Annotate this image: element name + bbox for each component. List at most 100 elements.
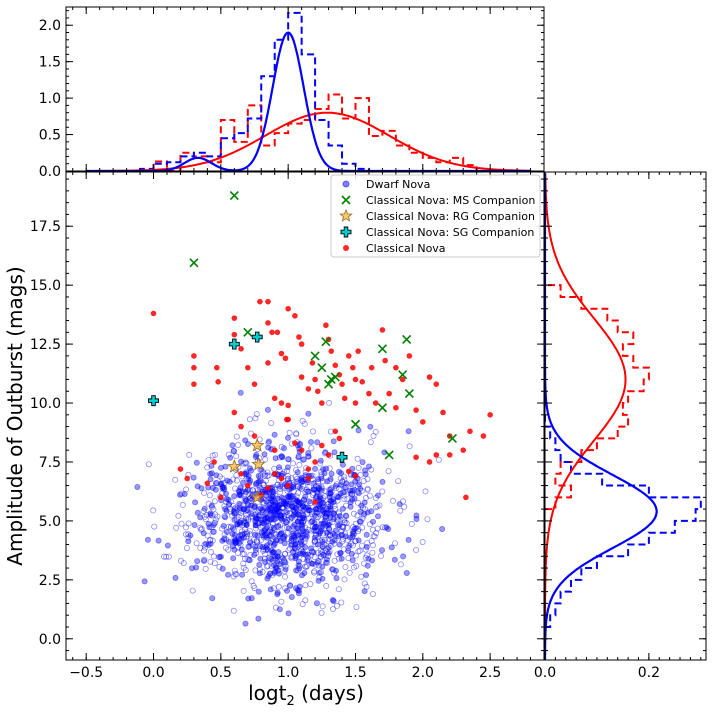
dwarf-nova-point — [312, 532, 319, 539]
dwarf-nova-point — [328, 500, 335, 507]
dwarf-nova-point — [225, 546, 232, 553]
dwarf-nova-point — [366, 492, 373, 499]
dwarf-nova-point — [261, 472, 268, 479]
dwarf-nova-point — [343, 480, 350, 487]
legend-marker-ms-companion — [341, 195, 351, 205]
dwarf-nova-point — [248, 467, 255, 474]
dwarf-nova-point — [237, 458, 244, 465]
classical-nova-point — [231, 315, 238, 321]
dwarf-nova-point — [252, 567, 259, 574]
dwarf-nova-point — [400, 553, 407, 560]
dwarf-nova-point — [240, 460, 247, 467]
dwarf-nova-point — [185, 538, 192, 545]
dwarf-nova-point — [355, 499, 362, 506]
dwarf-nova-point — [265, 518, 272, 525]
dwarf-nova-point — [413, 516, 420, 523]
dwarf-nova-point — [270, 489, 277, 496]
dwarf-nova-point — [262, 533, 269, 540]
dwarf-nova-point — [330, 498, 337, 505]
classical-nova-point — [460, 447, 467, 453]
dwarf-nova-point — [329, 597, 336, 604]
dwarf-nova-point — [360, 560, 367, 567]
dwarf-nova-point — [232, 570, 239, 577]
dwarf-nova-point — [311, 554, 318, 561]
dwarf-nova-point — [186, 451, 193, 458]
dwarf-nova-point — [239, 522, 246, 529]
dwarf-nova-point — [399, 498, 406, 505]
dwarf-nova-point — [370, 432, 377, 439]
dwarf-nova-point — [327, 486, 334, 493]
classical-nova-point — [285, 416, 291, 423]
classical-nova-point — [215, 379, 221, 385]
dwarf-nova-point — [290, 483, 297, 490]
y-tick-label: 10.0 — [30, 396, 61, 412]
dwarf-nova-point — [318, 610, 325, 617]
dwarf-nova-point — [241, 530, 248, 537]
dwarf-nova-point — [295, 502, 302, 509]
legend-label-classical-nova: Classical Nova — [366, 242, 446, 255]
dwarf-nova-point — [279, 504, 286, 511]
dwarf-nova-point — [234, 441, 241, 448]
dwarf-nova-point — [277, 485, 284, 492]
dwarf-nova-point — [274, 591, 281, 598]
rg-companion-point — [249, 437, 265, 452]
dwarf-nova-point — [311, 512, 318, 519]
dwarf-nova-point — [260, 534, 267, 541]
dwarf-nova-point — [350, 531, 357, 538]
dwarf-nova-point — [267, 524, 274, 531]
dwarf-nova-point — [308, 445, 315, 452]
dwarf-nova-point — [351, 486, 358, 493]
dwarf-nova-point — [311, 486, 318, 493]
dwarf-nova-point — [237, 484, 244, 491]
dwarf-nova-point — [338, 532, 345, 539]
dwarf-nova-point — [349, 487, 356, 494]
dwarf-nova-point — [315, 534, 322, 541]
dwarf-nova-point — [257, 543, 264, 550]
dwarf-nova-point — [330, 598, 337, 605]
dwarf-nova-point — [337, 550, 344, 557]
dwarf-nova-point — [248, 595, 255, 602]
dwarf-nova-point — [337, 475, 344, 482]
dwarf-nova-point — [261, 532, 268, 539]
dwarf-nova-point — [305, 557, 312, 564]
dwarf-nova-point — [339, 461, 346, 468]
dwarf-nova-point — [281, 573, 288, 580]
dwarf-nova-point — [340, 546, 347, 553]
dwarf-nova-point — [248, 502, 255, 509]
dwarf-nova-point — [269, 491, 276, 498]
dwarf-nova-point — [262, 525, 269, 532]
dwarf-nova-point — [227, 524, 234, 531]
dwarf-nova-point — [396, 500, 403, 507]
dwarf-nova-point — [246, 465, 253, 472]
dwarf-nova-point — [185, 534, 192, 541]
ms-companion-point — [377, 403, 387, 413]
legend-marker-rg-companion — [339, 208, 353, 222]
dwarf-nova-point — [247, 491, 254, 498]
dwarf-nova-point — [203, 511, 210, 518]
dwarf-nova-point — [271, 499, 278, 506]
dwarf-nova-point — [308, 509, 315, 516]
dwarf-nova-point — [298, 541, 305, 548]
dwarf-nova-point — [270, 501, 277, 508]
dwarf-nova-point — [295, 536, 302, 543]
classical-nova-point — [231, 409, 238, 416]
dwarf-nova-point — [216, 473, 223, 480]
dwarf-nova-point — [232, 510, 239, 517]
dwarf-nova-point — [364, 485, 371, 492]
dwarf-nova-point — [259, 523, 266, 530]
dwarf-nova-point — [251, 504, 258, 511]
dwarf-nova-point — [277, 521, 284, 528]
dwarf-nova-point — [265, 555, 272, 562]
dwarf-nova-point — [244, 507, 251, 514]
dwarf-nova-point — [292, 585, 299, 592]
dwarf-nova-point — [422, 488, 429, 495]
dwarf-nova-point — [295, 558, 302, 565]
dwarf-nova-point — [295, 489, 302, 496]
dwarf-nova-point — [244, 440, 251, 447]
right-nova-histogram — [545, 284, 650, 511]
dwarf-nova-point — [223, 529, 230, 536]
dwarf-nova-point — [347, 490, 354, 497]
dwarf-nova-point — [289, 533, 296, 540]
dwarf-nova-point — [341, 519, 348, 526]
scatter-marks — [134, 191, 493, 627]
